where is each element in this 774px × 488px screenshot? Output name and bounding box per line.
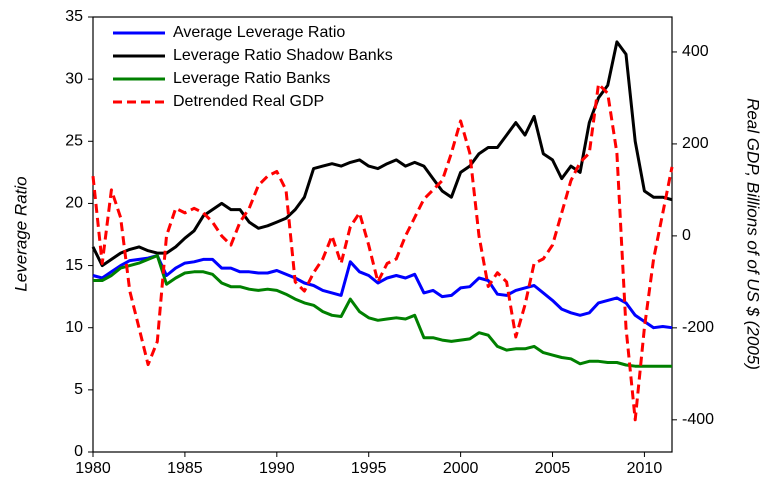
y2-tick-label: 400: [682, 43, 709, 60]
y-tick-label: 30: [65, 70, 83, 87]
y-tick-label: 35: [65, 8, 83, 25]
series-line: [92, 254, 673, 330]
y2-tick-label: 200: [682, 135, 709, 152]
legend-label: Leverage Ratio Shadow Banks: [173, 47, 393, 64]
y2-axis-label: Real GDP, Billions of of US $ (2005): [744, 98, 763, 370]
plot-frame: [92, 16, 673, 453]
x-tick-label: 2000: [443, 460, 479, 477]
x-tick-label: 1985: [167, 460, 203, 477]
y2-tick-label: 0: [682, 227, 691, 244]
series-line: [93, 254, 672, 368]
legend-label: Leverage Ratio Banks: [173, 70, 330, 87]
y-tick-label: 20: [65, 195, 83, 212]
y-axis-label: Leverage Ratio: [11, 176, 30, 291]
y2-tick-label: -200: [682, 319, 714, 336]
x-tick-label: 1995: [351, 460, 387, 477]
legend-label: Detrended Real GDP: [173, 93, 324, 110]
y-tick-label: 25: [65, 133, 83, 150]
y-tick-label: 15: [65, 257, 83, 274]
x-tick-label: 1990: [259, 460, 295, 477]
x-tick-label: 2010: [627, 460, 663, 477]
x-tick-label: 2005: [535, 460, 571, 477]
y-tick-label: 10: [65, 319, 83, 336]
x-tick-label: 1980: [75, 460, 111, 477]
series-line: [91, 82, 674, 422]
y-tick-label: 5: [74, 381, 83, 398]
y2-tick-label: -400: [682, 411, 714, 428]
y-tick-label: 0: [74, 443, 83, 460]
legend-label: Average Leverage Ratio: [173, 24, 345, 41]
